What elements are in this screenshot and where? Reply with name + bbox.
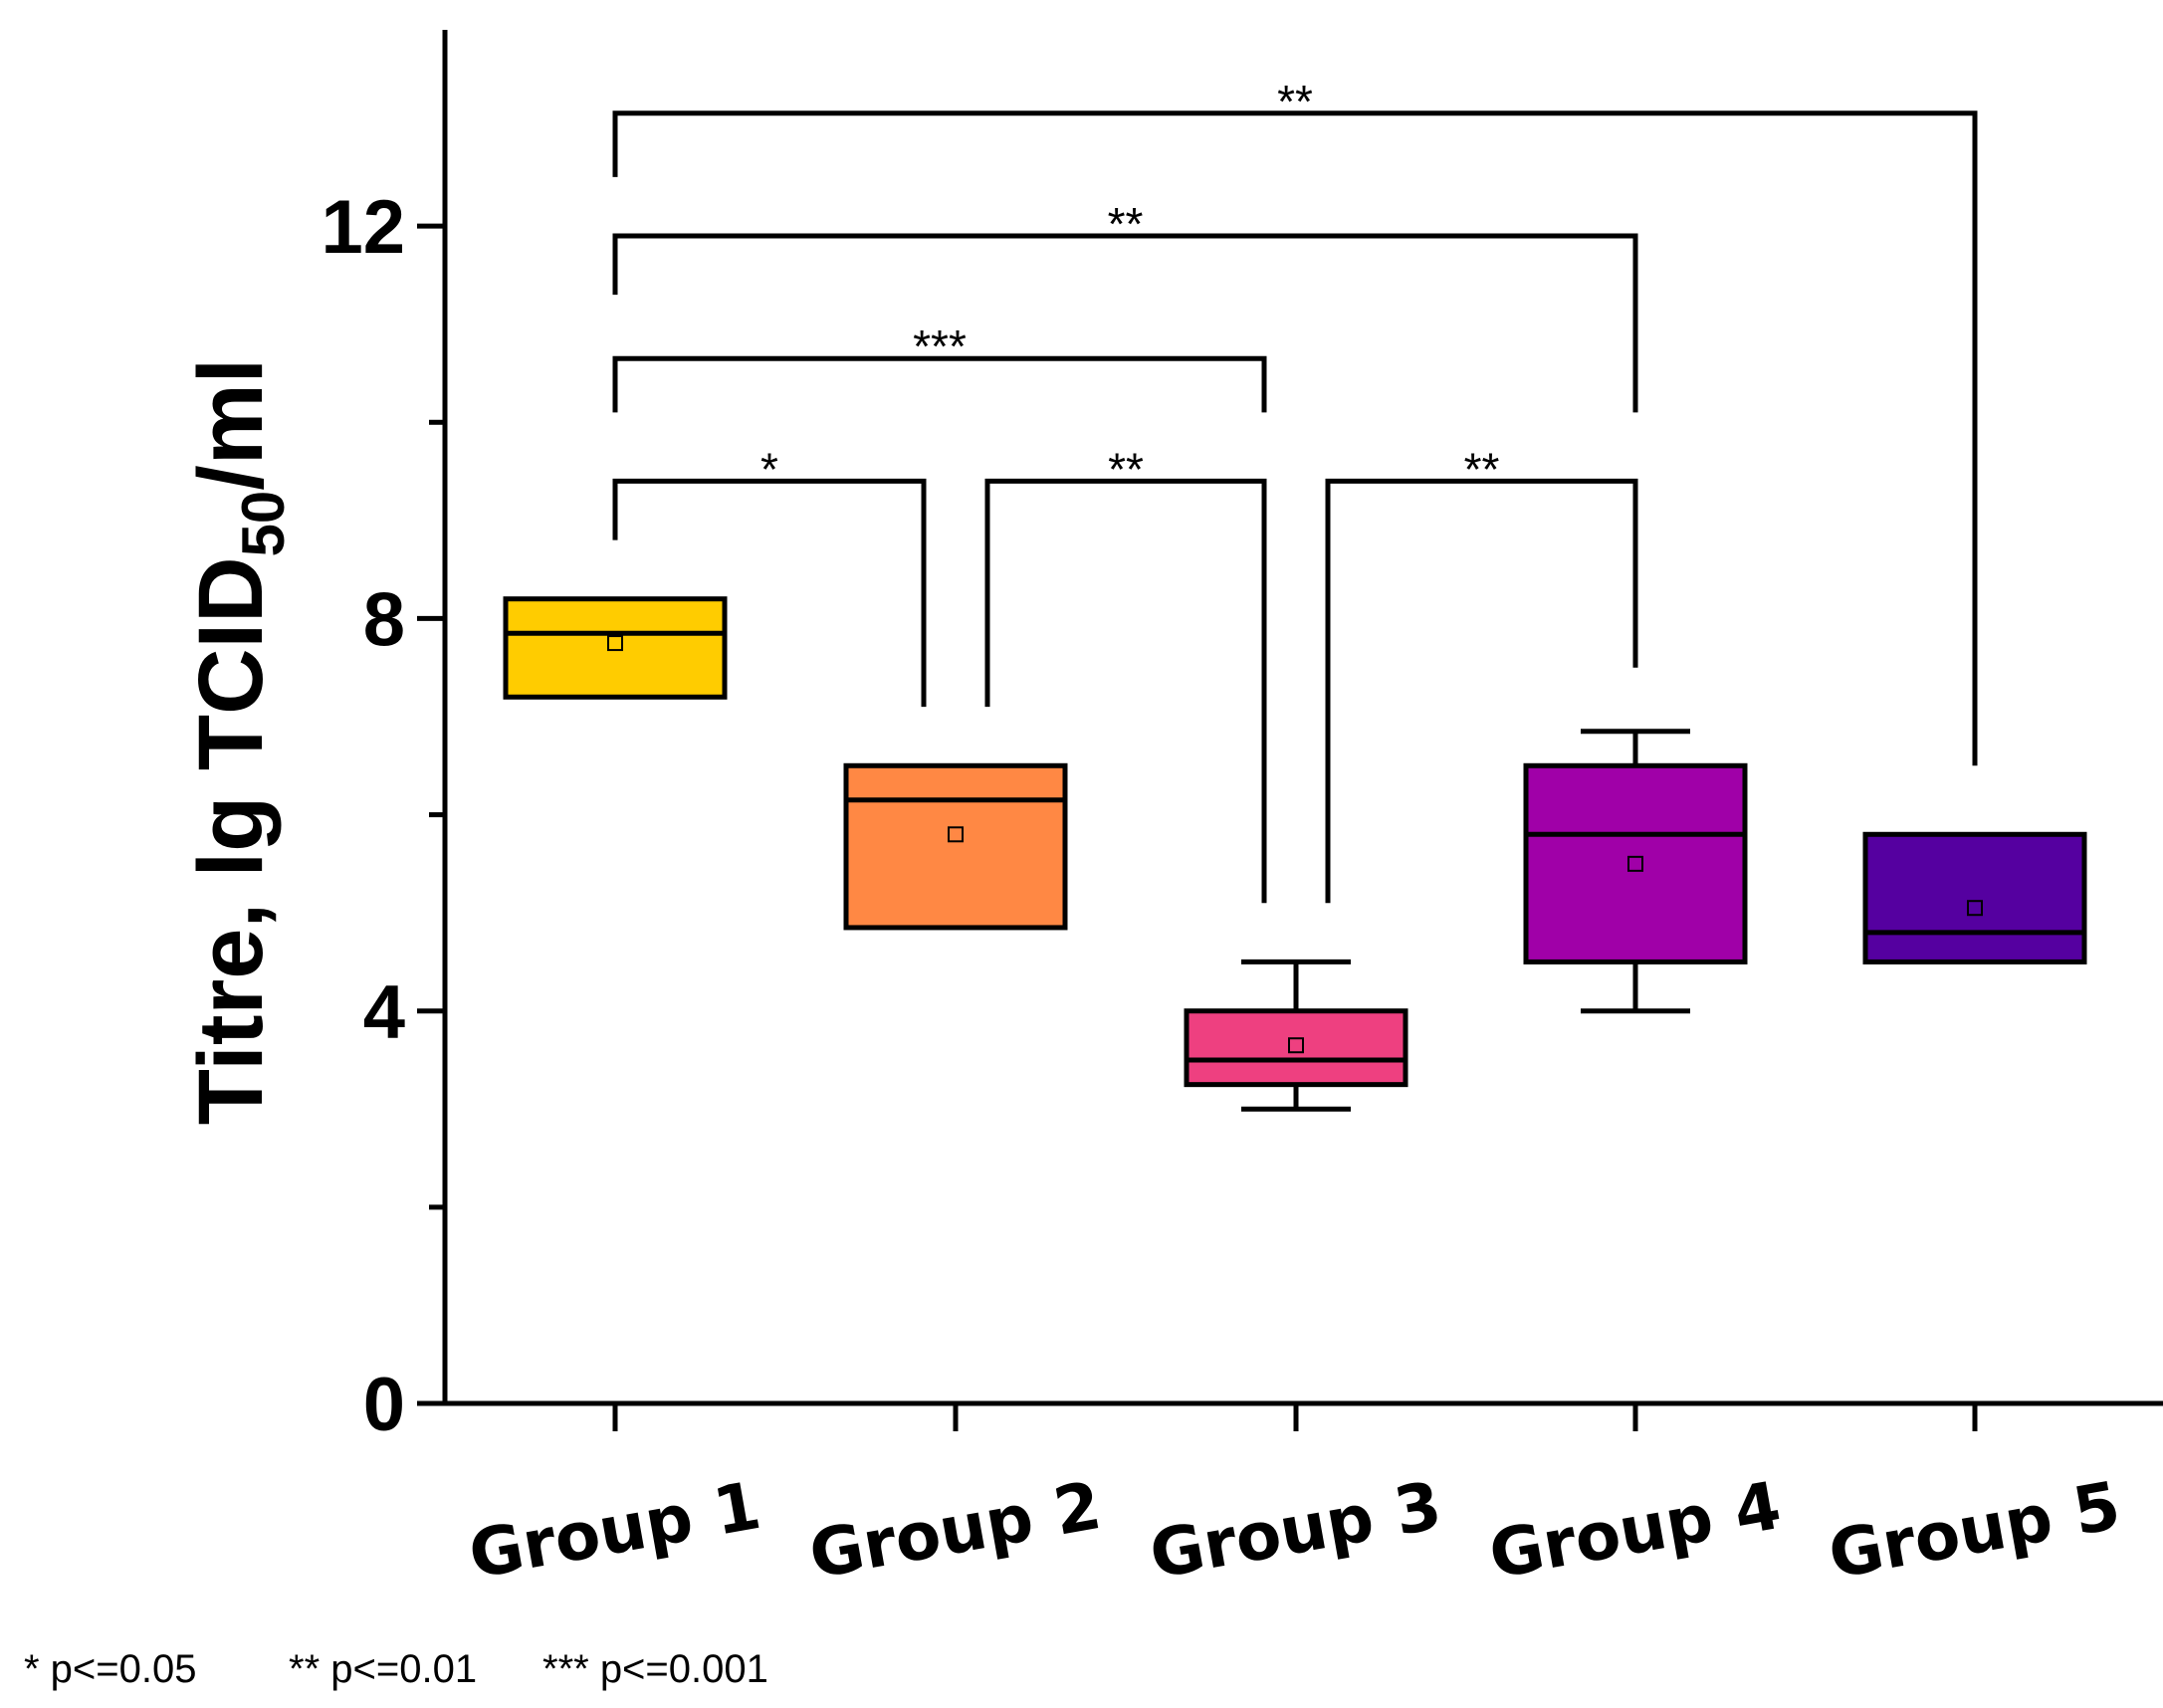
bracket-line <box>612 233 1638 413</box>
box-group <box>1862 831 2087 964</box>
box-group <box>1523 729 1748 1014</box>
box-group <box>843 762 1068 931</box>
y-tick-label: 4 <box>363 970 405 1055</box>
y-tick-label: 12 <box>321 185 405 270</box>
box-iqr <box>1523 762 1748 964</box>
bracket-line <box>984 478 1267 904</box>
significance-label: ** <box>1464 443 1500 495</box>
significance-bracket <box>612 478 927 708</box>
y-tick-label: 0 <box>363 1363 405 1447</box>
box-iqr <box>503 596 728 700</box>
significance-brackets <box>612 110 1978 904</box>
significance-bracket <box>1325 478 1638 904</box>
significance-label: ** <box>1108 198 1144 250</box>
y-axis-label-unit: /ml <box>180 358 282 491</box>
significance-label: * <box>760 443 778 495</box>
bracket-line <box>612 478 927 708</box>
box-iqr <box>1184 1008 1408 1088</box>
mean-marker <box>948 826 964 843</box>
x-category-label: Group 2 <box>804 1467 1107 1594</box>
footnote-item: ** p<=0.01 <box>289 1647 477 1691</box>
bracket-line <box>612 110 1978 766</box>
x-category-label: Group 3 <box>1145 1467 1447 1594</box>
box-group <box>503 596 728 700</box>
y-tick-label: 8 <box>363 577 405 662</box>
axes <box>417 30 2163 1431</box>
x-category-label: Group 1 <box>464 1467 766 1594</box>
box-iqr <box>843 762 1068 931</box>
labels: 0 4 8 12 Group 1 Group 2 Group 3 Group 4 Group 5… <box>24 76 2126 1691</box>
footnote-item: *** p<=0.001 <box>542 1647 768 1691</box>
mean-marker <box>1967 900 1983 917</box>
y-axis-label-main: Titre, lg TCID <box>180 556 282 1125</box>
bracket-line <box>612 355 1267 413</box>
x-category-label: Group 4 <box>1484 1467 1787 1594</box>
mean-marker <box>1288 1037 1304 1054</box>
significance-bracket <box>984 478 1267 904</box>
significance-bracket <box>612 233 1638 413</box>
significance-bracket <box>612 110 1978 766</box>
bracket-line <box>1325 478 1638 904</box>
y-axis-label-subscript: 50 <box>230 491 297 557</box>
mean-marker <box>1627 855 1643 872</box>
significance-label: ** <box>1108 443 1144 495</box>
significance-bracket <box>612 355 1267 413</box>
box-iqr <box>1862 831 2087 964</box>
mean-marker <box>607 635 623 652</box>
footnote-item: * p<=0.05 <box>24 1647 197 1691</box>
box-group <box>1184 959 1408 1112</box>
significance-label: ** <box>1277 76 1313 127</box>
y-axis-label: Titre, lg TCID50/ml <box>180 358 297 1125</box>
boxes <box>503 596 2087 1112</box>
significance-label: *** <box>913 320 967 372</box>
x-category-label: Group 5 <box>1824 1467 2126 1594</box>
